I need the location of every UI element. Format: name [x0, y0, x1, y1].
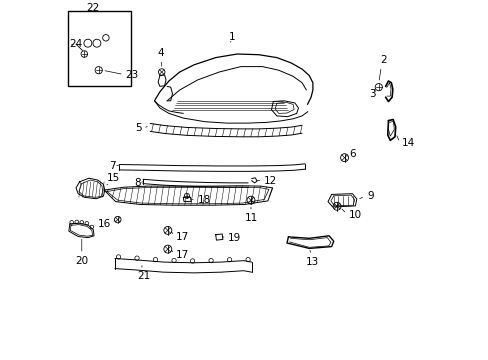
Text: 16: 16: [98, 219, 111, 229]
Text: 11: 11: [244, 213, 257, 223]
Text: 1: 1: [228, 32, 235, 42]
Text: 18: 18: [197, 195, 210, 205]
Text: 22: 22: [86, 3, 100, 13]
Text: 24: 24: [69, 39, 82, 49]
Text: 8: 8: [134, 177, 141, 188]
Text: 6: 6: [349, 149, 356, 159]
Text: 23: 23: [125, 69, 139, 80]
Text: 17: 17: [176, 249, 189, 260]
Text: 2: 2: [379, 55, 386, 65]
Text: 3: 3: [368, 89, 375, 99]
Text: 20: 20: [75, 256, 88, 266]
Text: 15: 15: [106, 173, 120, 183]
Text: 13: 13: [305, 257, 319, 267]
Text: 9: 9: [366, 191, 373, 201]
Text: 12: 12: [264, 176, 277, 186]
Text: 19: 19: [228, 233, 241, 243]
Text: 5: 5: [135, 123, 142, 133]
Text: 21: 21: [137, 271, 150, 282]
Bar: [68, 11, 131, 86]
Text: 4: 4: [157, 48, 164, 58]
Text: 7: 7: [109, 161, 116, 171]
Text: 14: 14: [401, 138, 415, 148]
Text: 10: 10: [348, 210, 361, 220]
Text: 17: 17: [176, 231, 189, 242]
